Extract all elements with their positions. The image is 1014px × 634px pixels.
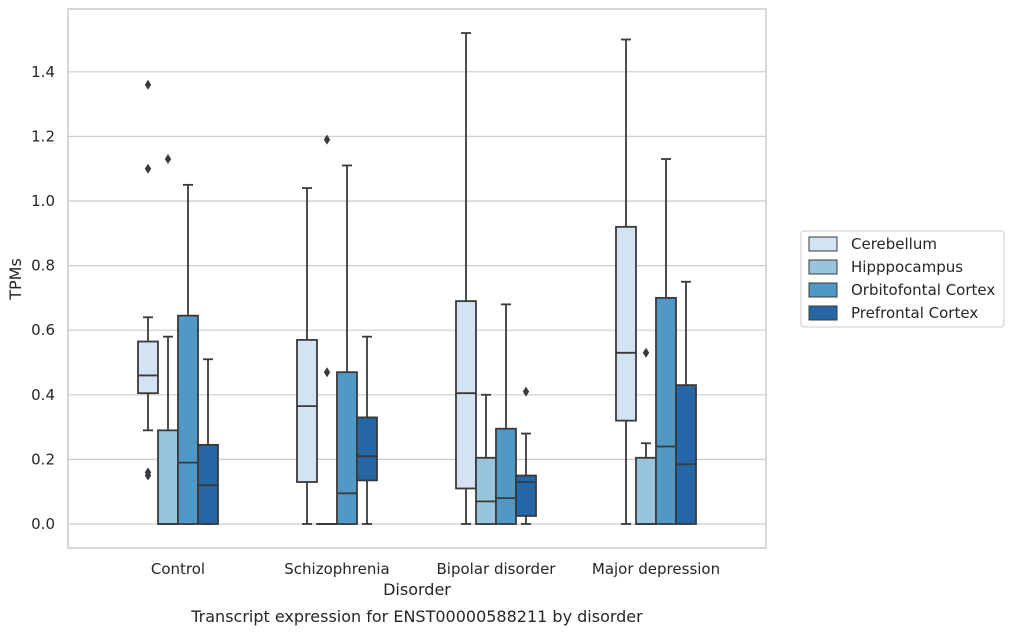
legend-swatch — [808, 305, 838, 321]
box-body — [655, 296, 677, 525]
y-tick-label: 0.4 — [31, 386, 55, 404]
legend-swatch — [808, 236, 838, 252]
box-body — [635, 456, 657, 525]
box-0-3 — [615, 38, 637, 525]
x-axis-label: Disorder — [383, 580, 451, 599]
outlier-point — [323, 367, 331, 378]
box-3-0 — [197, 358, 219, 525]
outlier-point — [144, 79, 152, 90]
boxes — [137, 32, 697, 525]
x-tick-label: Bipolar disorder — [437, 560, 557, 578]
box-body — [615, 225, 637, 422]
box-body — [157, 429, 179, 525]
y-tick-label: 0.2 — [31, 450, 55, 468]
outlier-point — [144, 467, 152, 478]
plot-frame — [67, 8, 767, 549]
box-body — [177, 314, 199, 525]
box-body — [495, 427, 517, 525]
box-body — [336, 371, 358, 525]
y-tick-label: 0.8 — [31, 257, 55, 275]
y-tick-label: 0.6 — [31, 321, 55, 339]
y-tick-label: 1.4 — [31, 63, 55, 81]
outlier-point — [144, 163, 152, 174]
box-body — [455, 300, 477, 490]
y-tick-label: 1.0 — [31, 192, 55, 210]
x-tick-label: Schizophrenia — [284, 560, 389, 578]
legend-frame — [800, 230, 1005, 328]
box-body — [137, 340, 159, 395]
x-tick-labels: Control Schizophrenia Bipolar disorder Majo… — [151, 560, 720, 578]
legend-label: Orbitofontal Cortex — [851, 281, 995, 299]
box-body — [356, 416, 378, 482]
box-0-1 — [296, 187, 318, 525]
x-tick-label: Major depression — [592, 560, 720, 578]
box-1-1 — [316, 134, 338, 525]
box-2-0 — [177, 183, 199, 525]
x-tick-label: Control — [151, 560, 205, 578]
legend-label: Hipppocampus — [851, 258, 963, 276]
box-0-2 — [455, 32, 477, 525]
outlier-point — [323, 134, 331, 145]
outlier-point — [164, 154, 172, 165]
y-tick-label: 1.2 — [31, 127, 55, 145]
box-0-0 — [137, 79, 159, 481]
box-body — [675, 384, 697, 525]
box-body — [515, 474, 537, 517]
legend: Cerebellum Hipppocampus Orbitofontal Corte… — [800, 230, 1005, 328]
box-3-3 — [675, 280, 697, 525]
box-1-3 — [635, 347, 657, 525]
box-body — [475, 456, 497, 525]
y-tick-label: 0.0 — [31, 515, 55, 533]
legend-swatch — [808, 282, 838, 298]
legend-swatch — [808, 259, 838, 275]
box-3-2 — [515, 386, 537, 525]
outlier-point — [522, 386, 530, 397]
box-3-1 — [356, 335, 378, 525]
outlier-point — [642, 347, 650, 358]
chart-caption: Transcript expression for ENST0000058821… — [190, 607, 643, 626]
y-axis-label: TPMs — [6, 258, 25, 301]
y-tick-labels: 0.0 0.2 0.4 0.6 0.8 1.0 1.2 1.4 — [31, 63, 55, 533]
legend-label: Cerebellum — [851, 235, 937, 253]
box-body — [296, 338, 318, 483]
legend-label: Prefrontal Cortex — [851, 304, 978, 322]
